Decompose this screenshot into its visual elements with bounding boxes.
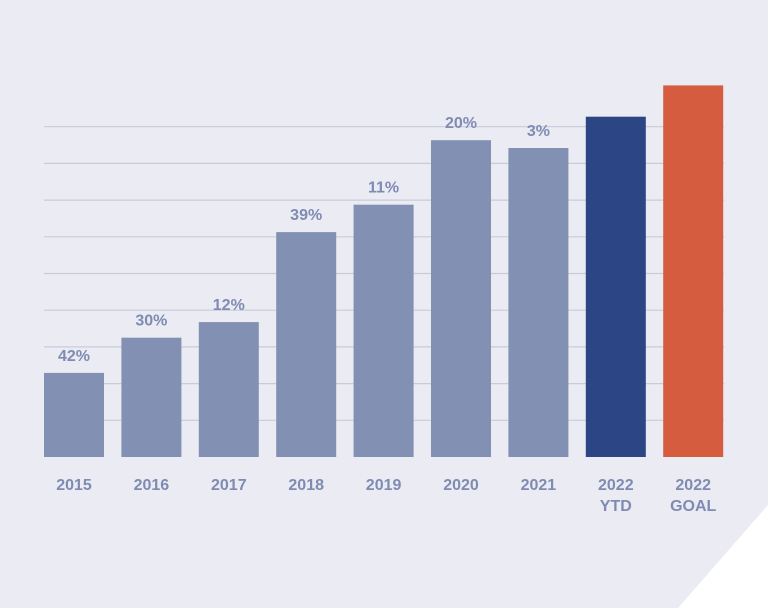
bar-2016 [121, 337, 182, 457]
value-label: 42% [58, 348, 90, 365]
bar-2021 [508, 148, 569, 457]
x-tick-label: 2016 [134, 477, 170, 494]
value-label: 39% [290, 207, 322, 224]
bar-2022-ytd [585, 116, 646, 457]
x-tick-label: 2019 [366, 477, 402, 494]
x-tick-label: 2022 [598, 477, 634, 494]
bars [44, 85, 724, 458]
bar-2022-goal [663, 85, 724, 458]
value-label: 30% [135, 313, 167, 330]
x-tick-label: YTD [600, 498, 632, 515]
bar-2015 [44, 372, 104, 457]
value-label: 12% [213, 297, 245, 314]
x-tick-label: 2020 [443, 477, 479, 494]
x-tick-labels: 2015 2016 2017 2018 2019 2020 2021 2022 YTD 2022 G… [56, 477, 716, 515]
value-label: 20% [445, 115, 477, 132]
bar-2019 [353, 204, 414, 457]
bar-2017 [198, 322, 259, 457]
x-tick-label: 2021 [521, 477, 557, 494]
x-tick-label: 2015 [56, 477, 92, 494]
bar-2020 [431, 140, 491, 457]
x-tick-label: 2022 [675, 477, 711, 494]
x-tick-label: 2017 [211, 477, 247, 494]
value-labels: 42% 30% 12% 39% 11% 20% 3% [58, 115, 550, 365]
x-tick-label: GOAL [670, 498, 716, 515]
value-label: 3% [527, 123, 550, 140]
value-label: 11% [368, 180, 399, 197]
x-tick-label: 2018 [288, 477, 324, 494]
corner-triangle [678, 505, 768, 608]
bar-2018 [276, 232, 337, 457]
